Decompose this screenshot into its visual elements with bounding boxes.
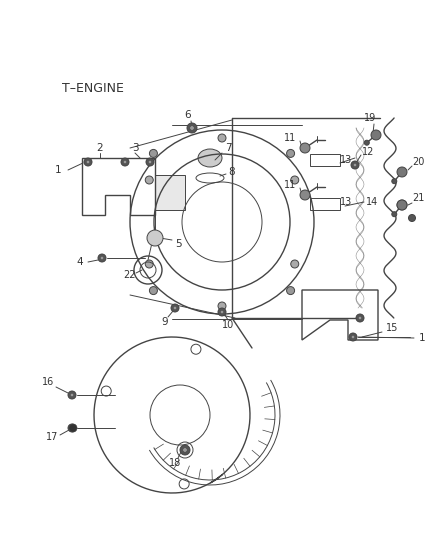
- Text: 19: 19: [364, 113, 376, 123]
- Circle shape: [69, 424, 77, 432]
- Text: 13: 13: [340, 155, 352, 165]
- Circle shape: [300, 143, 310, 153]
- Circle shape: [98, 254, 106, 262]
- Circle shape: [145, 260, 153, 268]
- Text: 17: 17: [46, 432, 58, 442]
- Circle shape: [218, 302, 226, 310]
- Circle shape: [173, 306, 177, 310]
- Circle shape: [351, 161, 359, 169]
- Circle shape: [180, 445, 190, 455]
- Circle shape: [218, 134, 226, 142]
- Text: 21: 21: [412, 193, 424, 203]
- Circle shape: [146, 158, 154, 166]
- Circle shape: [147, 230, 163, 246]
- Circle shape: [70, 426, 74, 430]
- Circle shape: [392, 179, 397, 184]
- Text: 9: 9: [162, 317, 168, 327]
- Circle shape: [84, 158, 92, 166]
- Circle shape: [351, 335, 355, 339]
- Text: 10: 10: [222, 320, 234, 330]
- Text: 11: 11: [284, 133, 296, 143]
- Circle shape: [300, 190, 310, 200]
- Text: 1: 1: [55, 165, 61, 175]
- Circle shape: [121, 158, 129, 166]
- Text: T–ENGINE: T–ENGINE: [62, 82, 124, 94]
- Text: 6: 6: [185, 110, 191, 120]
- Text: 12: 12: [362, 147, 374, 157]
- Text: 13: 13: [340, 197, 352, 207]
- Text: 14: 14: [366, 197, 378, 207]
- Text: 2: 2: [97, 143, 103, 153]
- Circle shape: [68, 391, 76, 399]
- Circle shape: [364, 140, 369, 145]
- Circle shape: [397, 200, 407, 210]
- Circle shape: [356, 314, 364, 322]
- Circle shape: [70, 393, 74, 397]
- Circle shape: [397, 200, 407, 210]
- Circle shape: [149, 287, 157, 295]
- Text: 1: 1: [419, 333, 425, 343]
- Text: 22: 22: [124, 270, 136, 280]
- Text: 4: 4: [77, 257, 83, 267]
- Text: 7: 7: [225, 143, 231, 153]
- Circle shape: [392, 212, 397, 217]
- Circle shape: [371, 130, 381, 140]
- Text: 15: 15: [386, 323, 398, 333]
- Text: 11: 11: [284, 180, 296, 190]
- Text: 16: 16: [42, 377, 54, 387]
- Circle shape: [171, 304, 179, 312]
- FancyBboxPatch shape: [155, 175, 185, 210]
- Circle shape: [148, 160, 152, 164]
- Circle shape: [409, 214, 416, 222]
- Circle shape: [86, 160, 90, 164]
- Circle shape: [286, 287, 295, 295]
- Ellipse shape: [198, 149, 222, 167]
- Circle shape: [220, 310, 224, 314]
- Text: 20: 20: [412, 157, 424, 167]
- Text: 3: 3: [132, 143, 138, 153]
- Circle shape: [149, 149, 157, 157]
- Circle shape: [123, 160, 127, 164]
- Circle shape: [353, 163, 357, 167]
- Text: 18: 18: [169, 458, 181, 468]
- Circle shape: [68, 424, 76, 432]
- Circle shape: [291, 176, 299, 184]
- Circle shape: [145, 176, 153, 184]
- Circle shape: [286, 149, 295, 157]
- Text: 8: 8: [229, 167, 235, 177]
- Circle shape: [187, 123, 197, 133]
- Circle shape: [190, 126, 194, 130]
- Circle shape: [291, 260, 299, 268]
- Circle shape: [183, 448, 187, 452]
- Circle shape: [397, 167, 407, 177]
- Text: 5: 5: [175, 239, 181, 249]
- Circle shape: [218, 308, 226, 316]
- Circle shape: [358, 316, 362, 320]
- Circle shape: [349, 333, 357, 341]
- Circle shape: [100, 256, 104, 260]
